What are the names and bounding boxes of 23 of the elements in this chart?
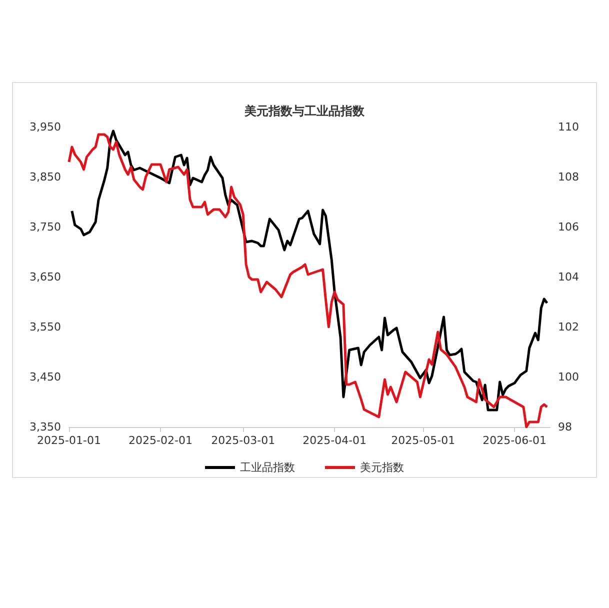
y-tick-label: 3,550 [30, 320, 61, 334]
y-tick-label: 3,650 [30, 270, 61, 284]
y2-tick-label: 102 [558, 320, 579, 334]
legend-label: 工业品指数 [240, 461, 295, 474]
y-tick-label: 3,750 [30, 220, 61, 234]
x-tick-label: 2025-03-01 [211, 434, 276, 447]
y2-tick-label: 98 [558, 420, 572, 434]
chart-title: 美元指数与工业品指数 [244, 104, 366, 118]
y2-tick-label: 110 [558, 120, 579, 134]
x-tick-label: 2025-04-01 [302, 434, 367, 447]
y-tick-label: 3,950 [30, 120, 61, 134]
x-tick-label: 2025-01-01 [37, 434, 101, 447]
y-tick-label: 3,450 [30, 370, 61, 384]
y2-tick-label: 100 [558, 370, 579, 384]
x-tick-label: 2025-05-01 [391, 434, 456, 447]
legend-label: 美元指数 [360, 461, 404, 474]
x-tick-label: 2025-06-01 [482, 434, 547, 447]
y2-tick-label: 106 [558, 220, 579, 234]
y-tick-label: 3,850 [30, 170, 61, 184]
y2-tick-label: 108 [558, 170, 579, 184]
y-tick-label: 3,350 [30, 420, 61, 434]
y2-tick-label: 104 [558, 270, 579, 284]
x-tick-label: 2025-02-01 [128, 434, 192, 447]
